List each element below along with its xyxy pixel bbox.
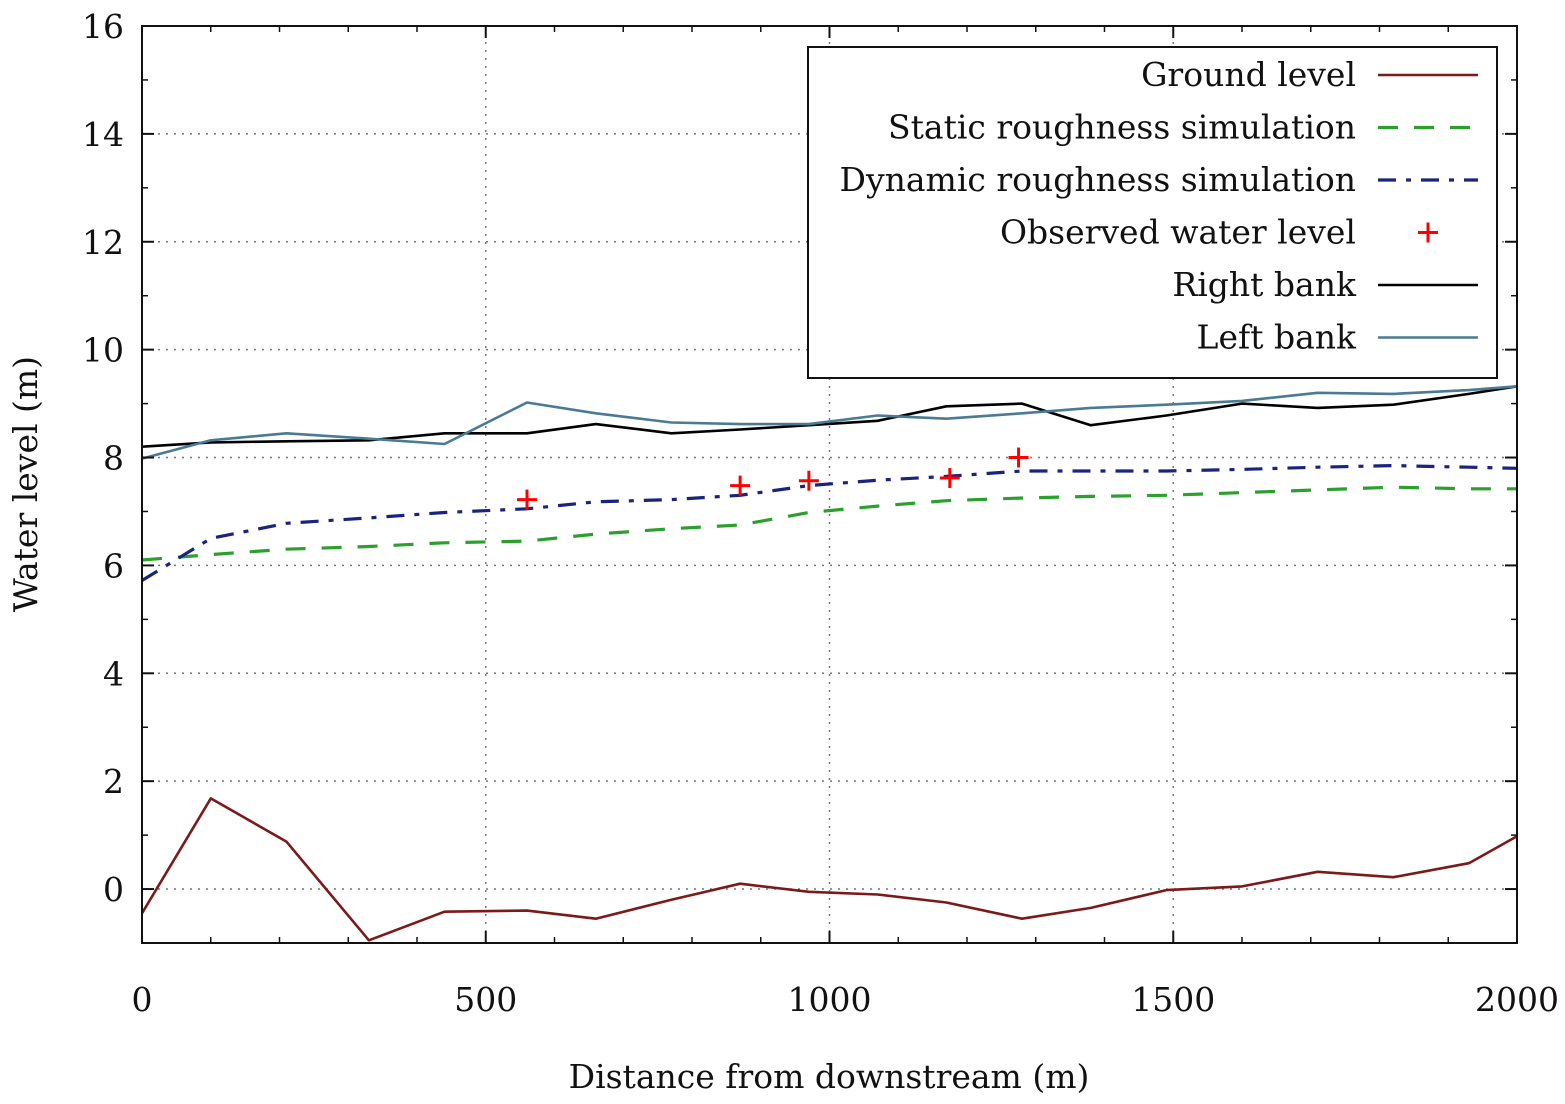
y-axis-label: Water level (m) bbox=[6, 356, 45, 612]
observed-point bbox=[939, 468, 960, 489]
x-tick-label: 0 bbox=[132, 980, 153, 1019]
observed-water-level-series bbox=[517, 447, 1029, 510]
x-tick-label: 2000 bbox=[1475, 980, 1559, 1019]
x-axis-label: Distance from downstream (m) bbox=[569, 1057, 1090, 1096]
legend: Ground level Static roughness simulation D… bbox=[807, 46, 1498, 379]
legend-box bbox=[807, 46, 1498, 379]
y-tick-label: 10 bbox=[82, 331, 124, 370]
dynamic-roughness-simulation-line bbox=[141, 464, 1518, 582]
y-tick-label: 0 bbox=[103, 870, 124, 909]
legend-label-right-bank: Right bank bbox=[1172, 265, 1357, 304]
legend-label-dynamic-roughness-simulation: Dynamic roughness simulation bbox=[840, 160, 1356, 199]
x-tick-label: 1500 bbox=[1131, 980, 1215, 1019]
legend-label-observed-water-level: Observed water level bbox=[1000, 213, 1356, 252]
y-tick-label: 4 bbox=[103, 654, 124, 693]
x-tick-label: 1000 bbox=[788, 980, 872, 1019]
series-layer bbox=[140, 385, 1518, 942]
y-tick-label: 8 bbox=[103, 439, 124, 478]
observed-point bbox=[798, 470, 819, 491]
y-tick-label: 12 bbox=[82, 223, 124, 262]
legend-label-left-bank: Left bank bbox=[1197, 318, 1357, 357]
ground-level-line bbox=[140, 797, 1518, 942]
observed-point bbox=[730, 475, 751, 496]
legend-marker-observed-water-level bbox=[1418, 222, 1438, 243]
x-tick-label: 500 bbox=[454, 980, 517, 1019]
observed-point bbox=[517, 489, 537, 510]
y-tick-label: 6 bbox=[103, 546, 124, 585]
y-tick-label: 14 bbox=[82, 115, 124, 154]
y-tick-label: 2 bbox=[103, 762, 124, 801]
legend-label-static-roughness-simulation: Static roughness simulation bbox=[888, 108, 1356, 147]
static-roughness-simulation-line bbox=[141, 485, 1517, 562]
legend-label-ground-level: Ground level bbox=[1141, 55, 1356, 94]
axis-ticks: 0 500 1000 1500 2000 0 2 4 6 8 10 12 14 16 bbox=[82, 7, 1559, 1019]
left-bank-line bbox=[141, 385, 1518, 460]
observed-point bbox=[1008, 447, 1029, 468]
y-tick-label: 16 bbox=[82, 7, 124, 46]
